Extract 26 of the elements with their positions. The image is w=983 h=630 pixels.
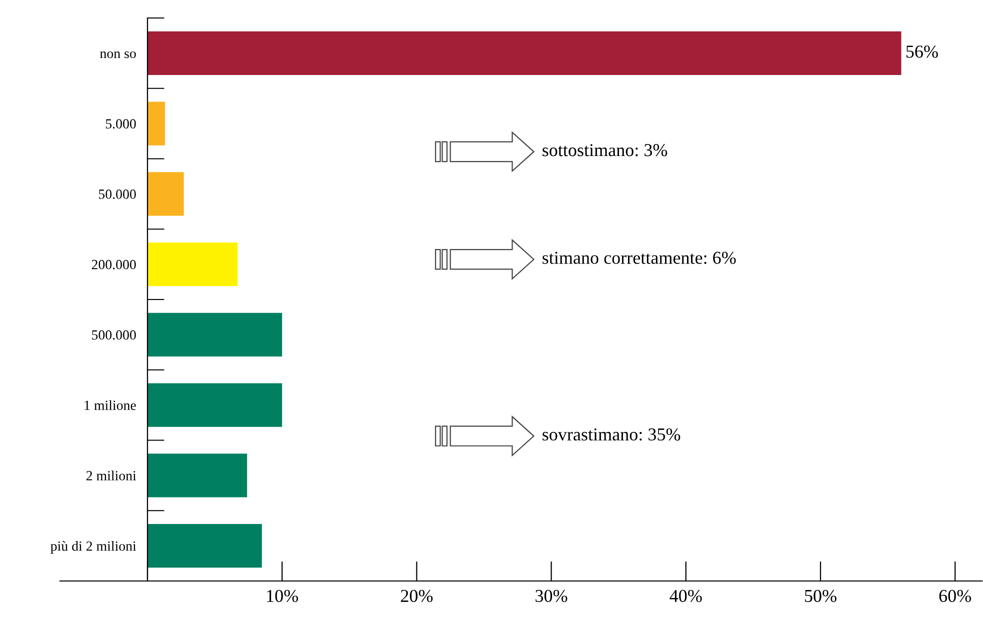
bar [147, 383, 282, 427]
annotation: stimano correttamente: 6% [542, 252, 736, 264]
x-tick-label: 60% [939, 590, 972, 602]
bar [147, 102, 165, 146]
bar [147, 172, 184, 216]
data-label: 56% [906, 46, 938, 58]
annotation: sovrastimano: 35% [542, 428, 680, 441]
y-tick-label: 50.000 [98, 190, 136, 199]
y-tick-label: 500.000 [92, 330, 136, 340]
x-tick-label: 40% [670, 590, 702, 602]
y-tick-label: più di 2 milioni [50, 540, 136, 554]
y-tick-label: 200.000 [92, 260, 136, 270]
x-tick-label: 20% [400, 590, 433, 602]
x-tick-label: 30% [536, 590, 568, 602]
bar [147, 31, 902, 76]
bar [147, 312, 282, 357]
bar [147, 242, 238, 286]
y-tick-label: 2 milioni [86, 470, 136, 480]
bar [147, 524, 262, 568]
y-tick-label: 5.000 [106, 119, 136, 129]
x-tick-label: 50% [805, 590, 836, 602]
bar [147, 454, 248, 498]
y-tick-label: non so [100, 51, 136, 58]
annotation: sottostimano: 3% [542, 144, 668, 156]
y-tick-label: 1 milione [84, 400, 136, 410]
x-tick-label: 10% [267, 590, 298, 602]
